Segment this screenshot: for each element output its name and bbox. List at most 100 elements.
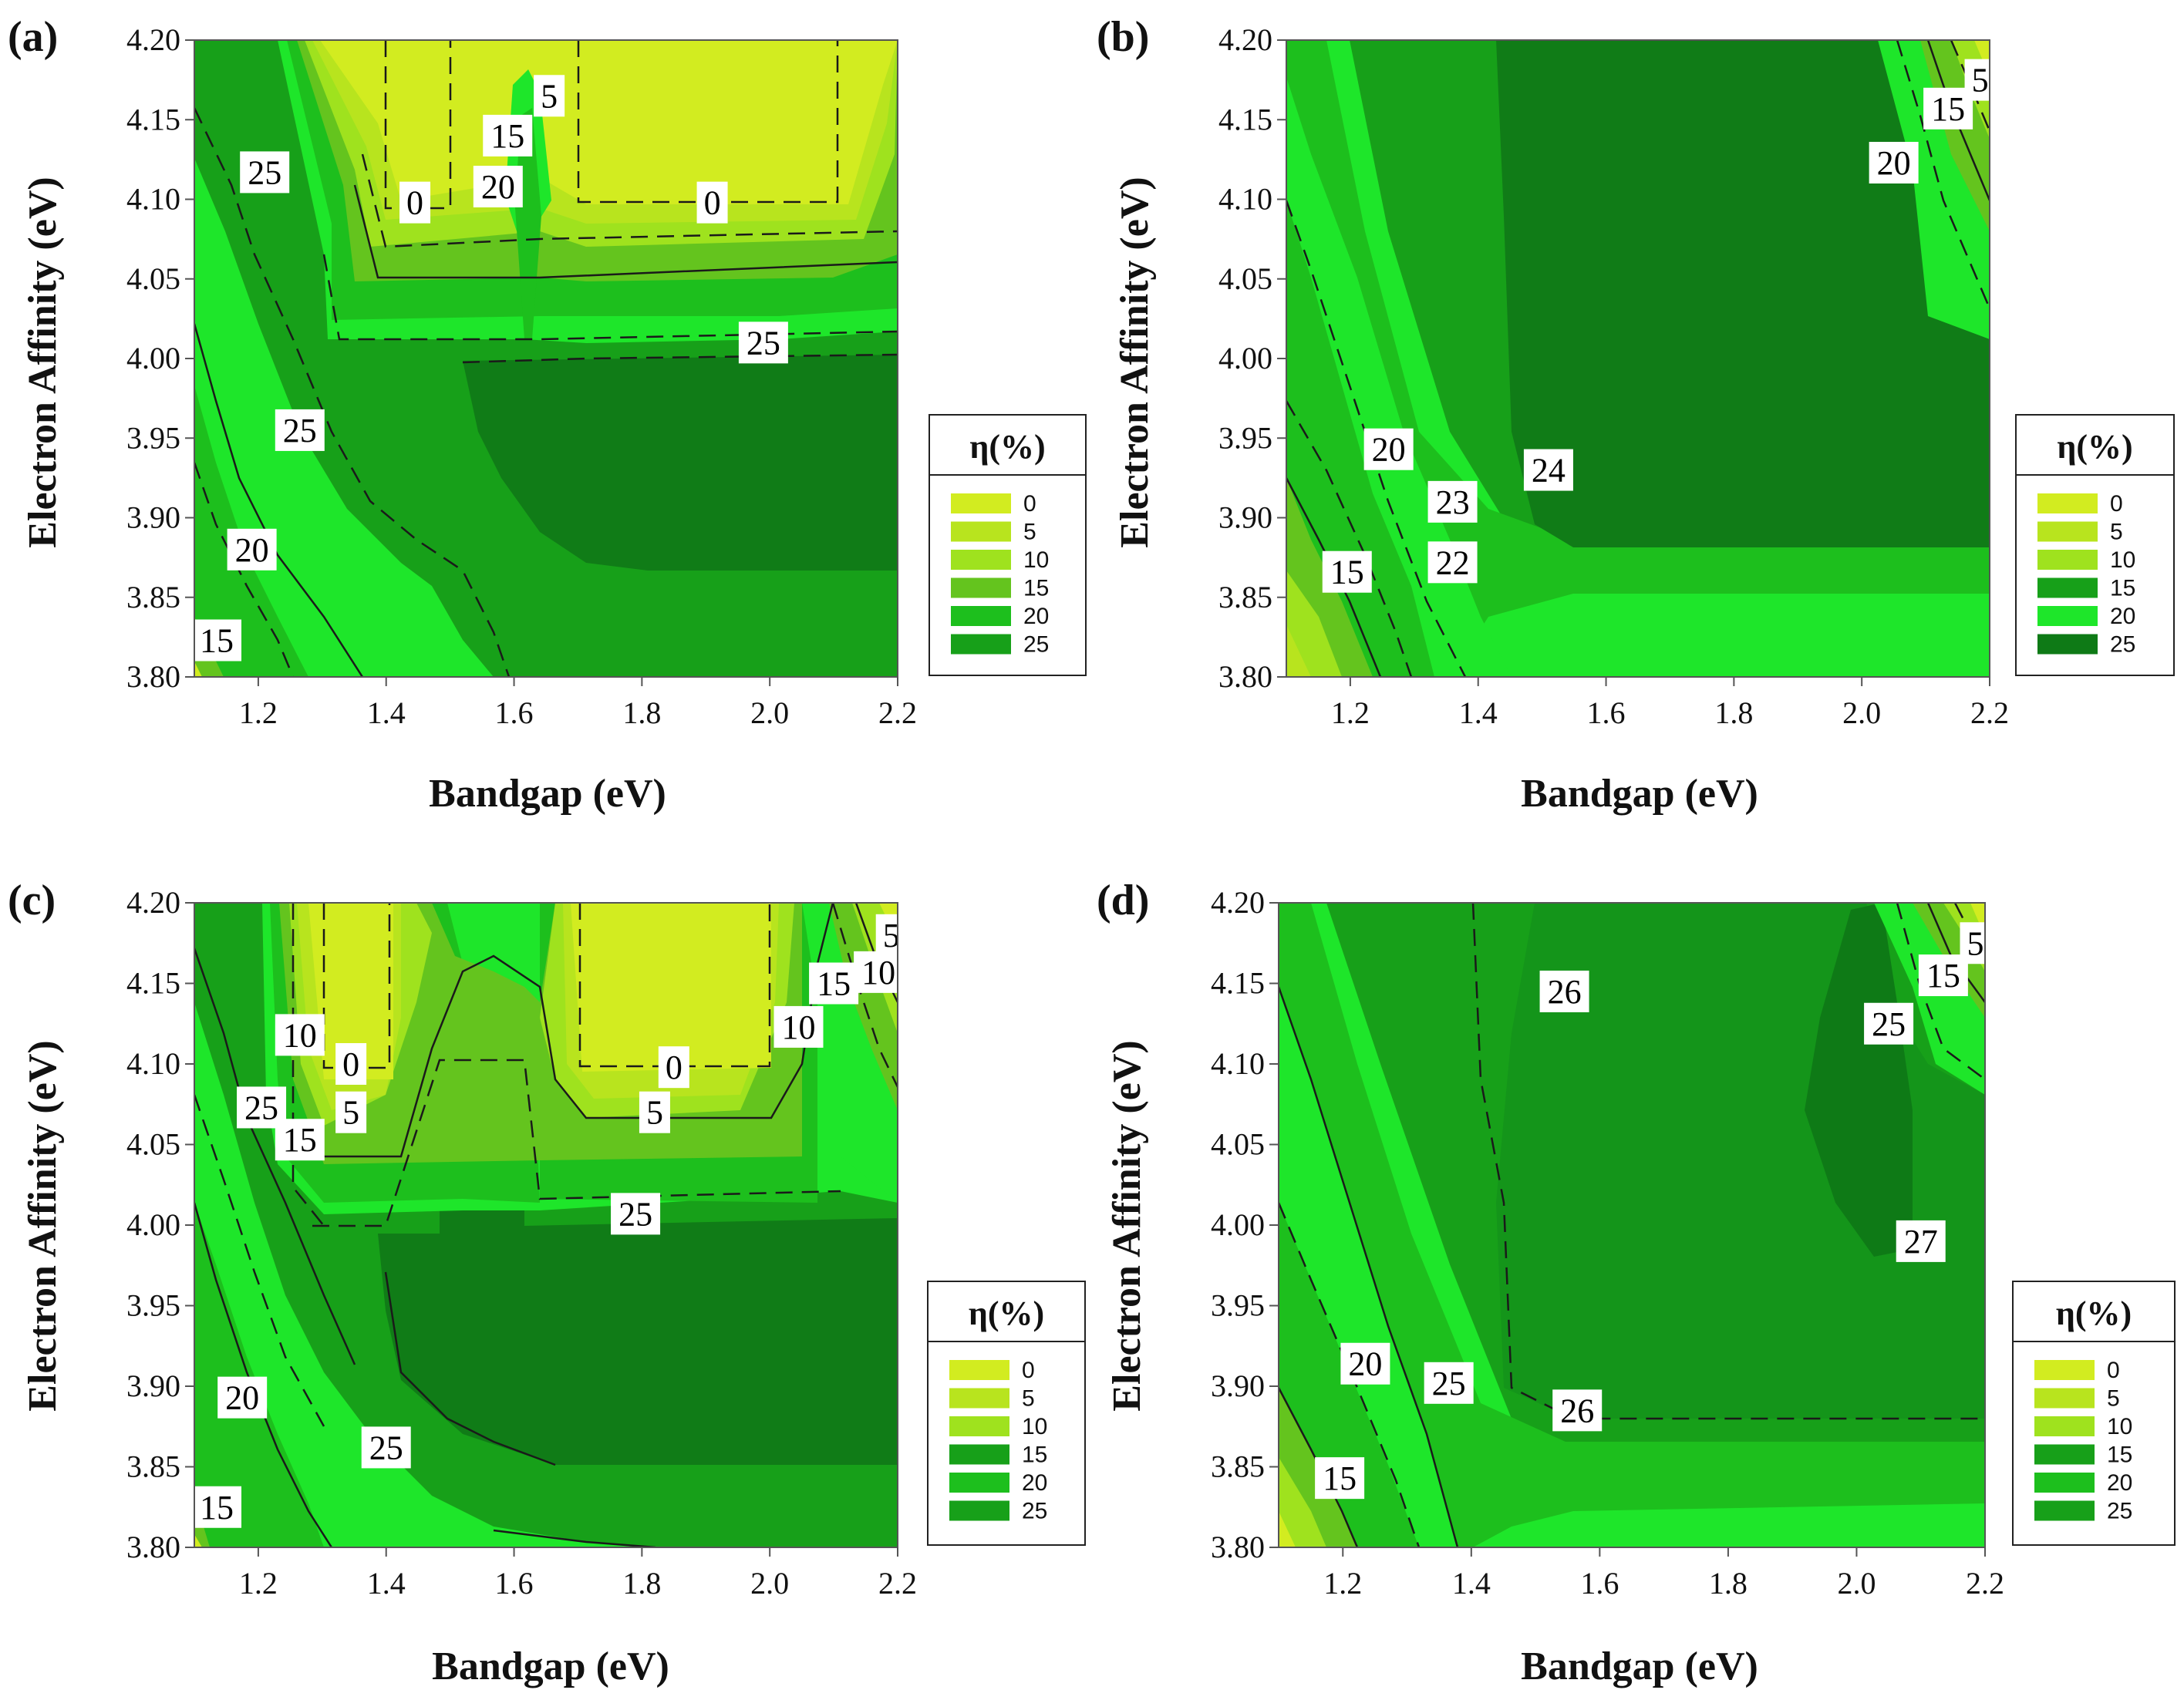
contour-label-text: 25 [369,1429,403,1466]
contour-line [194,107,511,677]
y-tick-label: 3.85 [126,580,180,614]
legend-entry-label: 5 [1023,520,1036,545]
contour-label: 15 [1918,954,1968,997]
legend-swatch [2034,1444,2095,1465]
y-tick-label: 3.95 [126,1288,180,1323]
contour-label-box [809,962,859,1005]
legend-frame [2015,414,2175,676]
legend-swatch [951,550,1011,570]
panel-label: (b) [1097,13,1149,61]
contour-label: 20 [1363,428,1414,470]
y-ticks: 3.80 3.85 3.90 3.95 4.00 4.05 4.10 4.15 4.20 [1211,885,1279,1564]
y-tick-label: 3.80 [1211,1530,1265,1564]
contour-line [292,903,325,1227]
y-tick-label: 3.90 [1211,1368,1265,1403]
legend-swatch [951,521,1011,542]
legend-swatch [951,577,1011,598]
contour-label-box [1523,449,1573,491]
legend-swatch [949,1444,1009,1465]
contour-label: 20 [473,165,523,207]
x-tick-label: 1.6 [495,1566,534,1601]
y-tick-label: 4.10 [126,182,180,217]
region-top-0-r [571,903,771,1072]
y-tick-label: 4.05 [1211,1127,1265,1162]
legend-entry-label: 10 [2107,1414,2132,1439]
legend-entry-label: 10 [2110,547,2135,573]
legend-entry-label: 0 [2110,491,2123,517]
legend-entry-label: 25 [1023,632,1049,658]
contour-label-text: 5 [1967,924,1984,962]
y-tick-label: 3.90 [126,500,180,535]
legend-swatch [949,1416,1009,1436]
region-corner-tr-5 [1943,903,1985,971]
contour-label: 0 [335,1043,367,1085]
contour-label-text: 15 [1931,90,1965,128]
legend-entry-label: 10 [1022,1414,1047,1439]
y-tick-label: 3.80 [126,1530,180,1564]
legend-frame [929,414,1087,676]
contour-line [194,462,295,677]
x-tick-label: 2.2 [878,1566,917,1601]
contour-label-box [1923,87,1973,130]
legend-swatch [2034,1473,2095,1493]
y-tick-label: 3.80 [1218,659,1272,694]
legend-swatch [951,634,1011,655]
legend-entry-label: 5 [1022,1386,1035,1412]
region-corner-5 [1286,624,1311,677]
x-tick-label: 1.6 [495,695,534,730]
y-tick-label: 3.85 [1211,1449,1265,1484]
legend-entry-label: 15 [1023,576,1049,601]
contour-label: 25 [237,1086,287,1129]
region-corner-5 [1279,1457,1326,1547]
contour-label: 5 [534,75,565,117]
contour-label-box [696,181,728,224]
y-tick-label: 4.00 [1211,1207,1265,1242]
y-ticks: 3.80 3.85 3.90 3.95 4.00 4.05 4.10 4.15 4.20 [126,885,194,1564]
legend-entry-label: 25 [2107,1499,2132,1524]
contour-line [493,1529,656,1547]
contour-label: 15 [1923,87,1973,130]
x-axis-title: Bandgap (eV) [1521,1644,1758,1688]
contour-label-text: 25 [1872,1005,1906,1043]
contour-line [384,1271,556,1466]
contour-label-text: 5 [646,1094,663,1132]
legend-entry-label: 5 [2107,1386,2120,1412]
x-ticks: 1.2 1.4 1.6 1.8 2.0 2.2 [239,677,917,730]
region-corner-0 [194,1534,202,1547]
panel-label: (d) [1097,877,1149,924]
y-tick-label: 4.05 [126,1127,180,1162]
contour-label-box [275,1119,325,1161]
contour-label-text: 20 [225,1379,259,1417]
contour-label: 0 [658,1046,689,1089]
contour-label: 10 [774,1005,824,1048]
contour-line [1279,986,1459,1547]
contour-label: 25 [240,151,290,194]
x-tick-label: 1.8 [622,1566,661,1601]
contour-label: 20 [217,1376,268,1419]
region-optimum [463,355,898,571]
contour-label: 0 [399,181,431,224]
y-tick-label: 3.95 [1218,420,1272,455]
contour-label: 15 [275,1119,325,1161]
y-tick-label: 4.15 [1211,966,1265,1001]
y-tick-label: 3.85 [126,1449,180,1484]
contour-label-text: 0 [666,1049,682,1086]
y-tick-label: 4.00 [126,1207,180,1242]
contour-label-text: 0 [704,184,721,222]
legend-swatch [2034,1416,2095,1436]
region-corner-0 [1279,1511,1296,1547]
contour-label-box [611,1193,661,1235]
y-tick-label: 3.95 [126,420,180,455]
x-tick-label: 2.2 [1970,695,2009,730]
legend-entry-label: 0 [1023,491,1036,517]
contour-label-text: 15 [200,622,234,660]
contour-label-text: 15 [200,1489,234,1527]
contour-line [1896,40,1990,309]
contour-label-text: 20 [1348,1345,1382,1383]
contour-label-box [473,165,523,207]
contour-label-text: 25 [1432,1365,1466,1402]
contour-label-box [1896,1220,1946,1262]
